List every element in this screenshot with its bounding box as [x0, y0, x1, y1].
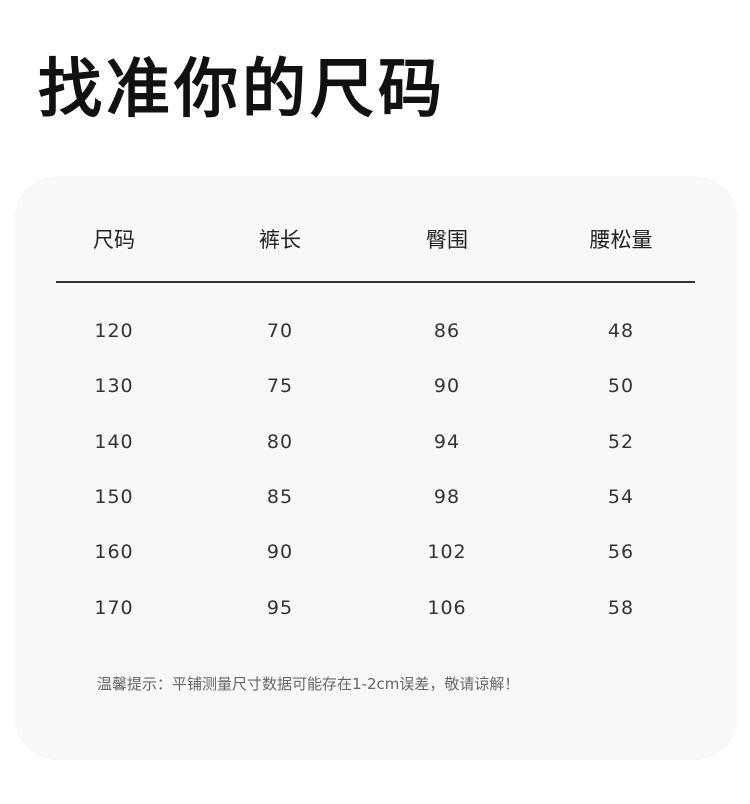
table-cell: 80 [266, 431, 294, 453]
table-cell: 106 [427, 597, 467, 619]
table-cell: 70 [266, 320, 294, 342]
header-divider [56, 281, 695, 283]
table-cell: 98 [433, 486, 461, 508]
table-cell: 150 [94, 486, 134, 508]
page-title: 找准你的尺码 [38, 53, 446, 127]
table-cell: 86 [433, 320, 461, 342]
column-header: 尺码 [93, 228, 135, 252]
size-table-card [15, 176, 737, 760]
table-cell: 95 [266, 597, 294, 619]
table-cell: 102 [427, 541, 467, 563]
column-header: 裤长 [259, 228, 301, 252]
table-cell: 160 [94, 541, 134, 563]
table-cell: 75 [266, 375, 294, 397]
table-cell: 50 [607, 375, 635, 397]
table-cell: 90 [433, 375, 461, 397]
table-cell: 140 [94, 431, 134, 453]
column-header: 臀围 [426, 228, 468, 252]
table-cell: 56 [607, 541, 635, 563]
measurement-note: 温馨提示：平铺测量尺寸数据可能存在1-2cm误差，敬请谅解！ [97, 675, 520, 693]
table-cell: 90 [266, 541, 294, 563]
table-cell: 48 [607, 320, 635, 342]
table-cell: 52 [607, 431, 635, 453]
table-cell: 58 [607, 597, 635, 619]
column-header: 腰松量 [589, 228, 653, 252]
table-cell: 130 [94, 375, 134, 397]
table-cell: 94 [433, 431, 461, 453]
table-cell: 120 [94, 320, 134, 342]
table-cell: 85 [266, 486, 294, 508]
table-cell: 170 [94, 597, 134, 619]
table-cell: 54 [607, 486, 635, 508]
